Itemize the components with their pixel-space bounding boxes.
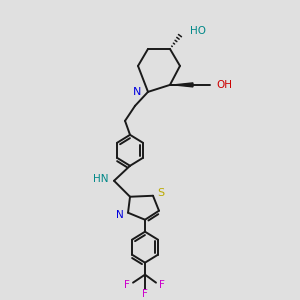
- Text: OH: OH: [216, 80, 232, 90]
- Text: S: S: [157, 188, 164, 198]
- Text: N: N: [116, 210, 124, 220]
- Polygon shape: [170, 83, 193, 87]
- Text: F: F: [159, 280, 165, 290]
- Text: HN: HN: [93, 174, 108, 184]
- Text: F: F: [124, 280, 130, 290]
- Text: F: F: [142, 289, 148, 298]
- Text: N: N: [133, 87, 141, 97]
- Text: HO: HO: [190, 26, 206, 36]
